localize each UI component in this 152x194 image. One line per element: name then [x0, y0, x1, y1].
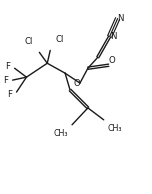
- Text: CH₃: CH₃: [54, 129, 68, 138]
- Text: O: O: [73, 79, 80, 88]
- Text: F: F: [6, 62, 11, 71]
- Text: CH₃: CH₃: [108, 124, 122, 133]
- Text: N: N: [118, 14, 124, 23]
- Text: Cl: Cl: [24, 37, 32, 46]
- Text: O: O: [109, 56, 116, 65]
- Text: Cl: Cl: [55, 35, 64, 44]
- Text: F: F: [4, 76, 9, 85]
- Text: F: F: [8, 89, 13, 99]
- Text: N: N: [110, 32, 116, 41]
